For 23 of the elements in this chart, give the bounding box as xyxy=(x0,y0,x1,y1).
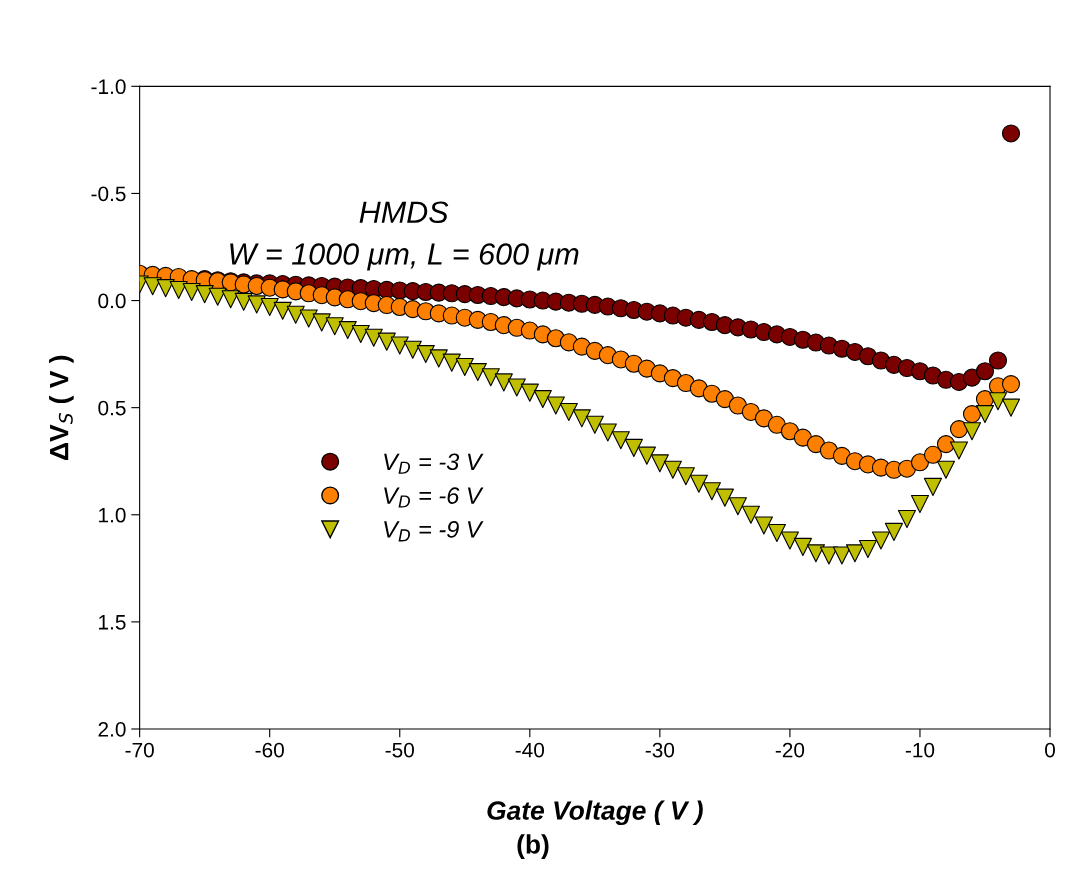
y-axis-title: ΔV$_{S}$ ( V ) xyxy=(49,355,74,460)
x-tick-label: -50 xyxy=(385,742,414,758)
x-axis-title: Gate Voltage ( V ) xyxy=(487,800,703,826)
x-tick-label: -70 xyxy=(125,742,154,758)
x-tick-label: -60 xyxy=(255,742,284,758)
y-tick-label: 1.0 xyxy=(99,507,126,523)
y-tick-label: 1.5 xyxy=(99,615,126,630)
x-tick-label: 0 xyxy=(1045,742,1055,758)
legend-label: V$_{D}$ = -9 V xyxy=(384,521,484,542)
annotation: W = 1000 μm, L = 600 μm xyxy=(230,243,579,271)
x-tick-label: -10 xyxy=(905,742,935,758)
y-tick-label: 0.5 xyxy=(98,400,126,416)
x-tick-label: -30 xyxy=(645,742,675,758)
y-tick-label: 0.0 xyxy=(98,293,126,309)
legend-label: V$_{D}$ = -3 V xyxy=(384,453,484,474)
legend-label: V$_{D}$ = -6 V xyxy=(384,487,484,508)
x-tick-label: -40 xyxy=(515,742,545,758)
text: (b) xyxy=(517,834,549,859)
y-tick-label: 2.0 xyxy=(98,721,126,737)
y-tick-label: -0.5 xyxy=(91,186,126,202)
y-tick-label: -1.0 xyxy=(91,79,126,95)
annotation: HMDS xyxy=(359,201,449,224)
x-tick-label: -20 xyxy=(775,742,805,758)
